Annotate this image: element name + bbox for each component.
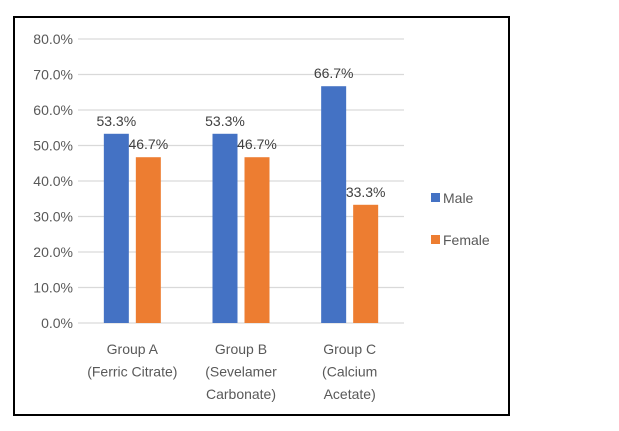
bar-male [103,133,129,323]
x-category-label: Group B [215,341,267,357]
legend-label: Male [443,190,474,206]
y-tick-label: 10.0% [33,280,73,296]
y-tick-label: 20.0% [33,244,73,260]
bar-male [321,86,347,323]
y-tick-label: 80.0% [33,31,73,47]
y-tick-label: 60.0% [33,102,73,118]
legend-swatch-female [431,235,440,244]
legend-swatch-male [431,193,440,202]
x-category-label: (Sevelamer [205,364,277,380]
chart-frame [13,16,510,416]
data-label: 46.7% [128,136,168,152]
data-label: 53.3% [205,113,245,129]
bar-female [244,157,270,323]
data-label: 33.3% [346,184,386,200]
bar-female [135,157,161,323]
y-tick-label: 40.0% [33,173,73,189]
data-label: 46.7% [237,136,277,152]
y-tick-label: 30.0% [33,209,73,225]
x-category-label: Group A [107,341,159,357]
x-category-label: (Ferric Citrate) [87,364,177,380]
legend-label: Female [443,232,490,248]
y-tick-label: 0.0% [41,315,73,331]
x-category-label: Acetate) [324,386,376,402]
bar-male [212,133,238,323]
x-category-label: Group C [323,341,376,357]
data-label: 66.7% [314,65,354,81]
bar-female [353,204,379,323]
y-tick-label: 50.0% [33,138,73,154]
data-label: 53.3% [96,113,136,129]
x-category-label: (Calcium [322,364,377,380]
y-tick-label: 70.0% [33,67,73,83]
x-category-label: Carbonate) [206,386,276,402]
